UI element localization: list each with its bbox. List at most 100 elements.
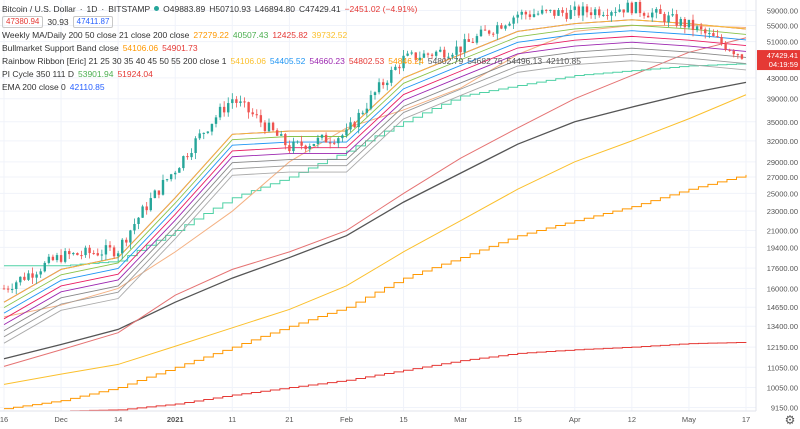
candle-body: [186, 156, 189, 158]
series-line: [3, 81, 747, 360]
candle-body: [459, 46, 462, 53]
indicator-value: 54846.24: [388, 55, 424, 66]
candle-body: [198, 133, 201, 139]
indicator-value: 54802.53: [348, 55, 385, 66]
candle-body: [520, 11, 523, 15]
time-tick-label: 15: [399, 415, 407, 424]
candle-body: [222, 106, 226, 113]
candle-body: [386, 82, 389, 86]
candle-body: [708, 33, 711, 35]
time-tick-label: 15: [514, 415, 522, 424]
candle-body: [43, 262, 46, 272]
candle-body: [557, 10, 560, 16]
candle-body: [589, 12, 593, 16]
candle-body: [716, 36, 719, 38]
candle-body: [622, 9, 625, 13]
candle-body: [182, 156, 185, 169]
indicator-row[interactable]: Bullmarket Support Band close 54106.06 549…: [2, 41, 581, 54]
price-tick-label: 35000.00: [767, 118, 798, 127]
indicator-name: PI Cycle 350 111 D: [2, 68, 74, 79]
candle-body: [642, 13, 646, 16]
candle-body: [259, 115, 263, 123]
price-tick-label: 21000.00: [767, 227, 798, 236]
candle-body: [598, 9, 601, 16]
candle-body: [108, 245, 112, 248]
candle-body: [683, 19, 687, 28]
candle-body: [418, 57, 422, 60]
candle-body: [47, 256, 51, 263]
price-tick-label: 27000.00: [767, 173, 798, 182]
indicator-row[interactable]: Weekly MA/Daily 200 50 close 21 close 20…: [2, 28, 581, 41]
gear-icon[interactable]: ⚙: [784, 413, 796, 427]
candle-body: [161, 179, 165, 195]
price-axis: 59000.00 55000.00 51000.00 43000.00 39000.00…: [755, 0, 800, 412]
indicator-name: Bullmarket Support Band close: [2, 42, 119, 53]
close-value: C47429.41: [299, 3, 341, 14]
candle-body: [573, 6, 576, 10]
candle-body: [430, 54, 434, 56]
candle-body: [316, 137, 320, 144]
candle-body: [479, 29, 483, 37]
candle-body: [667, 15, 670, 23]
candle-body: [133, 223, 136, 231]
candle-body: [561, 10, 564, 13]
interval[interactable]: 1D: [86, 3, 98, 14]
candle-body: [288, 145, 291, 152]
candle-body: [125, 239, 128, 243]
indicator-name: Rainbow Ribbon [Eric] 21 25 30 35 40 45 …: [2, 55, 227, 66]
candle-body: [512, 17, 515, 24]
price-tick-label: 51000.00: [767, 38, 798, 47]
candle-body: [732, 50, 735, 55]
candle-body: [410, 52, 413, 54]
symbol-name[interactable]: Bitcoin / U.S. Dollar: [2, 3, 76, 14]
candle-body: [422, 53, 426, 58]
candle-body: [267, 122, 271, 132]
candle-body: [492, 33, 495, 35]
indicator-row[interactable]: PI Cycle 350 111 D 53901.94 51924.04: [2, 67, 581, 80]
candle-body: [255, 114, 258, 116]
candle-body: [190, 153, 193, 158]
candle-body: [634, 1, 638, 14]
price-tick-label: 16000.00: [767, 284, 798, 293]
candle-body: [699, 26, 703, 30]
ribbon-line: [3, 53, 747, 338]
candle-body: [275, 130, 279, 136]
open-value: O49883.89: [163, 3, 206, 14]
candle-body: [455, 46, 458, 55]
indicator-value: 54802.79: [427, 55, 464, 66]
candle-body: [402, 55, 405, 69]
ribbon-line: [3, 41, 747, 326]
sell-button[interactable]: 47380.94: [2, 15, 44, 28]
candle-body: [630, 2, 634, 14]
price-tick-label: 19400.00: [767, 243, 798, 252]
candle-body: [333, 142, 336, 144]
candle-body: [439, 49, 442, 52]
candle-body: [663, 13, 666, 23]
last-price-tag: [757, 50, 800, 71]
indicator-value: 54682.75: [467, 55, 503, 66]
candle-body: [467, 39, 470, 42]
candle-body: [581, 6, 585, 16]
price-tick-label: 10050.00: [767, 383, 798, 392]
buy-button[interactable]: 47411.87: [72, 15, 114, 28]
candle-body: [496, 25, 499, 34]
time-tick-label: 17: [742, 415, 750, 424]
indicator-value: 39732.52: [311, 29, 348, 40]
candle-body: [651, 12, 654, 18]
candle-body: [235, 99, 238, 103]
legend: Bitcoin / U.S. Dollar · 1D · BITSTAMP O4…: [2, 2, 581, 93]
candle-body: [736, 54, 740, 56]
candle-body: [51, 256, 55, 261]
candle-body: [487, 30, 491, 34]
candle-body: [324, 134, 328, 143]
candle-body: [532, 14, 536, 17]
candle-body: [59, 255, 63, 262]
change-value: −2451.02 (−4.91%): [344, 3, 418, 14]
time-tick-label: Apr: [569, 415, 581, 424]
candle-body: [638, 1, 642, 14]
price-tick-label: 23000.00: [767, 207, 798, 216]
indicator-row[interactable]: Rainbow Ribbon [Eric] 21 25 30 35 40 45 …: [2, 54, 581, 67]
candle-body: [251, 112, 254, 115]
indicator-row[interactable]: EMA 200 close 0 42110.85: [2, 80, 581, 93]
